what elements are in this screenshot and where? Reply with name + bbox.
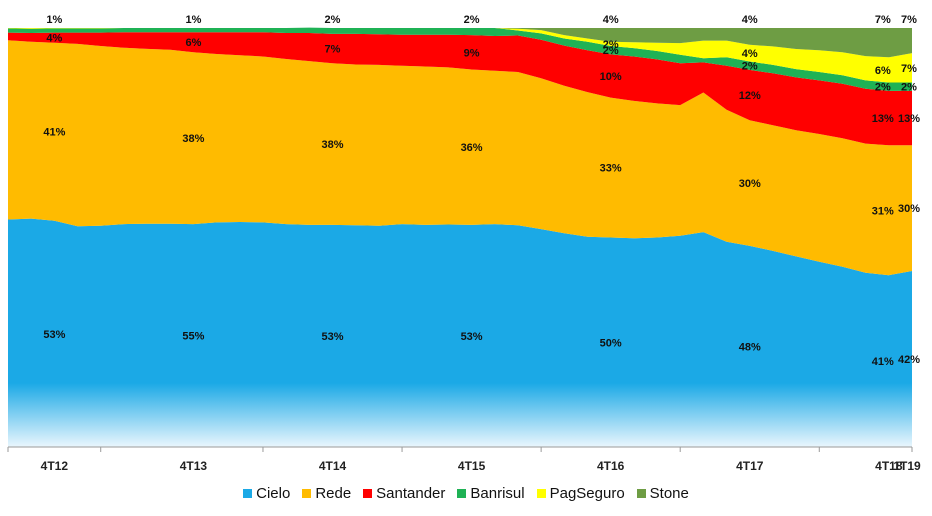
data-label-top: 1% xyxy=(46,14,62,26)
x-tick-label: 4T15 xyxy=(458,459,486,473)
data-label-cielo: 55% xyxy=(182,331,204,343)
data-label-santander: 6% xyxy=(185,37,201,49)
x-tick-label: 4T18 xyxy=(875,459,903,473)
data-label-banrisul: 2% xyxy=(603,45,619,57)
data-label-rede: 33% xyxy=(600,163,622,175)
data-label-pagseguro: 2% xyxy=(603,39,619,51)
data-label-rede: 38% xyxy=(321,139,343,151)
data-label-top: 4% xyxy=(603,14,619,26)
area-banrisul xyxy=(8,27,912,91)
data-label-rede: 30% xyxy=(739,178,761,190)
legend-swatch xyxy=(363,489,373,498)
area-cielo xyxy=(8,218,912,447)
data-label-cielo: 53% xyxy=(461,331,483,343)
area-santander xyxy=(8,32,912,146)
legend-swatch xyxy=(536,489,546,498)
data-label-rede: 41% xyxy=(43,127,65,139)
data-label-pagseguro: 4% xyxy=(742,48,758,60)
data-label-top: 7% xyxy=(875,14,891,26)
data-label-top: 2% xyxy=(325,14,341,26)
data-label-cielo: 48% xyxy=(739,341,761,353)
data-label-top: 2% xyxy=(464,14,480,26)
x-tick-label: 4T17 xyxy=(736,459,764,473)
legend-item-santander: Santander xyxy=(363,485,445,502)
legend-swatch xyxy=(243,489,253,498)
legend: Cielo Rede Santander Banrisul PagSeguro Stone xyxy=(0,485,932,502)
legend-label: Rede xyxy=(315,485,352,502)
data-label-santander: 4% xyxy=(46,33,62,45)
data-label-santander: 10% xyxy=(600,71,622,83)
data-label-santander: 13% xyxy=(872,113,894,125)
data-label-pagseguro: 6% xyxy=(875,65,891,77)
data-label-top: 4% xyxy=(742,14,758,26)
data-label-santander: 12% xyxy=(739,90,761,102)
legend-item-rede: Rede xyxy=(302,485,351,502)
data-label-santander: 7% xyxy=(325,44,341,56)
data-label-pagseguro: 7% xyxy=(901,63,917,75)
data-label-banrisul: 2% xyxy=(875,82,891,94)
data-label-rede: 30% xyxy=(898,203,920,215)
data-label-rede: 31% xyxy=(872,205,894,217)
legend-swatch xyxy=(636,489,646,498)
legend-label: Banrisul xyxy=(470,485,525,502)
area-pagseguro xyxy=(8,27,912,83)
data-label-top: 1% xyxy=(185,14,201,26)
data-label-rede: 38% xyxy=(182,133,204,145)
area-stone xyxy=(8,27,912,58)
data-label-cielo: 53% xyxy=(43,329,65,341)
data-label-santander: 9% xyxy=(464,47,480,59)
data-label-cielo: 53% xyxy=(321,331,343,343)
x-tick-label: 4T16 xyxy=(597,459,625,473)
x-tick-label: 1T19 xyxy=(893,459,921,473)
data-label-banrisul: 2% xyxy=(901,82,917,94)
data-labels: 53% 41% 4% 1% 55% 38% 6% 1% 53% 38% 7% 2% 53% 36% 9% 2%… xyxy=(43,14,920,368)
legend-label: PagSeguro xyxy=(549,485,625,502)
legend-swatch xyxy=(457,489,467,498)
data-label-cielo: 42% xyxy=(898,354,920,366)
legend-item-pagseguro: PagSeguro xyxy=(536,485,625,502)
data-label-cielo: 50% xyxy=(600,337,622,349)
area-rede xyxy=(8,40,912,276)
area-layers xyxy=(8,27,912,447)
legend-item-cielo: Cielo xyxy=(243,485,290,502)
data-label-santander: 13% xyxy=(898,113,920,125)
x-tick-label: 4T13 xyxy=(180,459,208,473)
legend-item-banrisul: Banrisul xyxy=(457,485,525,502)
data-label-top: 7% xyxy=(901,14,917,26)
legend-item-stone: Stone xyxy=(636,485,689,502)
legend-label: Stone xyxy=(649,485,689,502)
legend-swatch xyxy=(302,489,312,498)
x-tick-label: 4T14 xyxy=(319,459,347,473)
data-label-banrisul: 2% xyxy=(742,61,758,73)
legend-label: Santander xyxy=(376,485,446,502)
legend-label: Cielo xyxy=(256,485,291,502)
data-label-rede: 36% xyxy=(461,142,483,154)
x-tick-label: 4T12 xyxy=(41,459,69,473)
data-label-cielo: 41% xyxy=(872,356,894,368)
